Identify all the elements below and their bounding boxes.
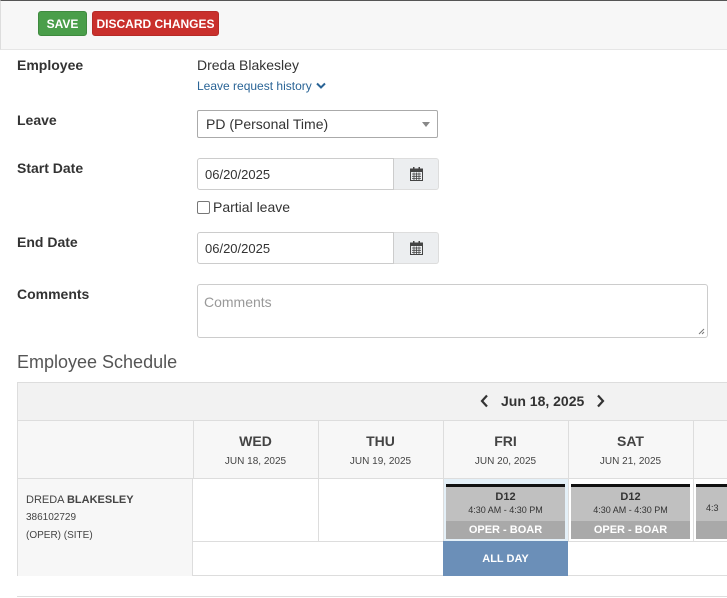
day-date: JUN 19, 2025 [349,456,412,467]
week-navigator: Jun 18, 2025 [480,393,605,409]
day-name: SAT [617,433,644,449]
shift-time: 4:3 [706,503,719,513]
leave-type-value: PD (Personal Time) [206,116,329,132]
discard-changes-button[interactable]: DISCARD CHANGES [92,11,219,36]
shift-card[interactable]: 4:3 [696,484,727,539]
employee-name: Dreda Blakesley [197,57,299,73]
leave-request-history-link[interactable]: Leave request history [197,79,326,93]
employee-last-name: BLAKESLEY [66,494,134,506]
shift-time: 4:30 AM - 4:30 PM [468,505,543,515]
partial-leave-label: Partial leave [213,199,291,215]
column-divider [693,421,694,478]
column-divider [193,421,194,478]
column-divider [318,479,319,541]
employee-id: 386102729 [26,512,77,523]
shift-site: OPER - BOAR [571,521,690,539]
save-button[interactable]: SAVE [38,11,87,36]
all-day-leave-block[interactable]: ALL DAY [443,541,568,576]
action-toolbar: SAVE DISCARD CHANGES [0,0,727,50]
end-date-calendar-button[interactable] [394,232,439,264]
next-week-button[interactable] [596,394,605,408]
schedule-employee-name: DREDA BLAKESLEY [26,491,184,509]
week-label: Jun 18, 2025 [501,393,585,409]
day-date: JUN 21, 2025 [599,456,662,467]
column-divider [693,479,694,541]
start-date-input[interactable]: 06/20/2025 [197,158,394,190]
resize-handle-icon[interactable] [698,328,705,335]
comments-label: Comments [17,286,90,302]
day-name: THU [366,433,395,449]
column-divider [568,479,569,541]
employee-label: Employee [17,57,84,73]
schedule-header: Jun 18, 2025 [18,383,727,421]
column-divider [318,421,319,478]
leave-request-history-label: Leave request history [197,79,312,93]
start-date-label: Start Date [17,160,84,176]
shift-code: D12 [620,491,641,503]
column-divider [443,479,444,541]
previous-week-button[interactable] [480,394,489,408]
end-date-label: End Date [17,234,78,250]
start-date-calendar-button[interactable] [394,158,439,190]
day-name: FRI [494,433,517,449]
employee-info-cell: DREDA BLAKESLEY 386102729 (OPER) (SITE) [18,479,193,576]
chevron-down-icon [316,82,326,89]
day-header-row: WED JUN 18, 2025 THU JUN 19, 2025 FRI JU… [18,421,727,479]
employee-tags: (OPER) (SITE) [26,530,93,541]
shift-code: D12 [495,491,516,503]
column-divider [443,421,444,478]
day-name: WED [239,433,272,449]
end-date-input[interactable]: 06/20/2025 [197,232,394,264]
column-divider [568,421,569,478]
shift-card[interactable]: D12 4:30 AM - 4:30 PM OPER - BOAR [446,484,565,539]
leave-label: Leave [17,112,57,128]
shift-site [696,521,727,539]
schedule-grid: Jun 18, 2025 WED JUN 18, 2025 THU JUN 19… [17,382,727,576]
day-date: JUN 20, 2025 [474,456,537,467]
calendar-icon [409,167,423,181]
chevron-left-icon [480,394,488,408]
comments-placeholder: Comments [204,294,272,310]
shift-site: OPER - BOAR [446,521,565,539]
comments-textarea[interactable]: Comments [197,284,708,338]
leave-type-select[interactable]: PD (Personal Time) [197,110,438,138]
partial-leave-checkbox[interactable] [197,200,210,214]
dropdown-caret-icon [422,122,430,127]
shift-card[interactable]: D12 4:30 AM - 4:30 PM OPER - BOAR [571,484,690,539]
calendar-icon [409,241,423,255]
partial-leave-option[interactable]: Partial leave [197,199,290,215]
day-date: JUN 18, 2025 [224,456,287,467]
employee-first-name: DREDA [26,494,64,506]
schedule-title: Employee Schedule [17,352,178,372]
shift-time: 4:30 AM - 4:30 PM [593,505,668,515]
chevron-right-icon [597,394,605,408]
divider [17,596,727,597]
